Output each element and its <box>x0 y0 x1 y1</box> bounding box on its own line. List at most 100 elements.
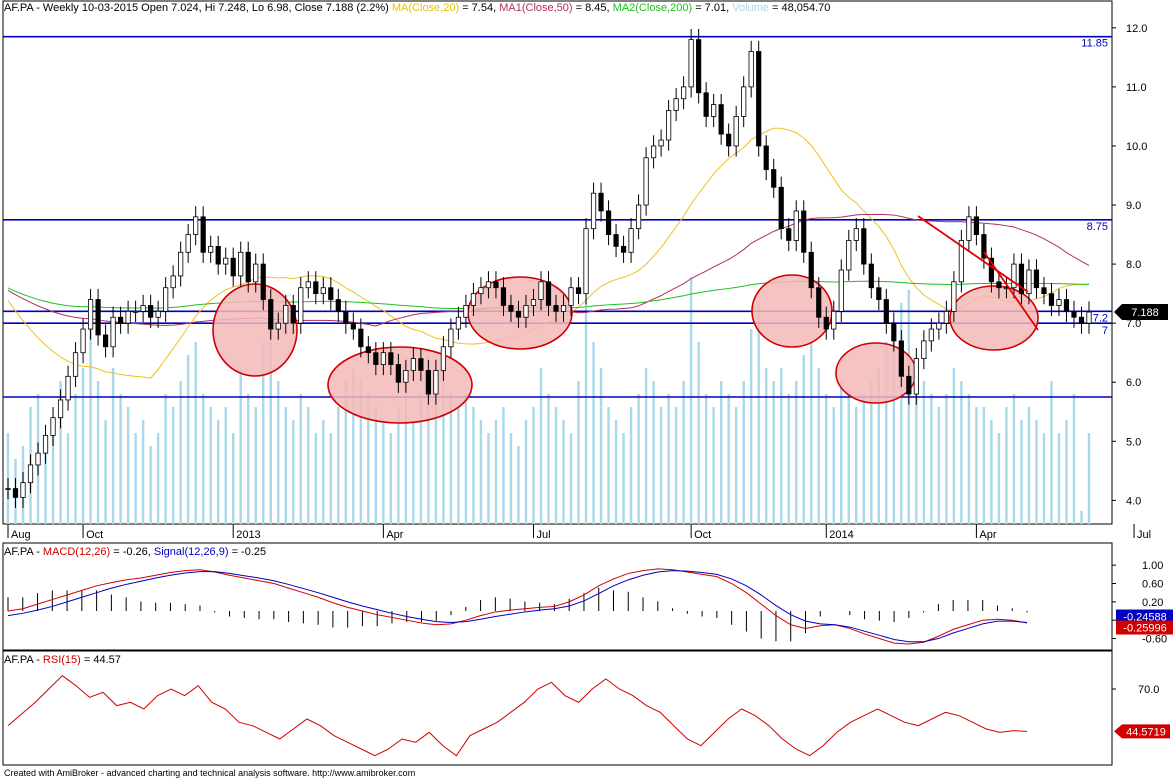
volume-bar <box>284 407 287 524</box>
volume-bar <box>1035 420 1038 524</box>
volume-bar <box>982 407 986 524</box>
volume-bar <box>930 394 933 524</box>
volume-bar <box>216 420 220 524</box>
candle-body <box>1011 263 1017 289</box>
candle-body <box>125 310 131 324</box>
x-tick-label: Jul <box>1137 529 1151 541</box>
highlight-ellipse <box>949 285 1039 351</box>
candle-body <box>560 305 567 312</box>
candle-body <box>928 328 934 342</box>
volume-bar <box>299 394 302 524</box>
candle-body <box>358 328 364 348</box>
candle-body <box>395 364 401 383</box>
candle-body <box>966 216 972 241</box>
volume-bar <box>532 407 535 524</box>
volume-bar <box>209 407 212 524</box>
volume-bar <box>171 407 175 524</box>
candle-body <box>335 299 341 312</box>
candle-body <box>208 245 214 253</box>
x-tick-label: Aug <box>11 529 31 541</box>
macd-panel-header: AF.PA - MACD(12,26) = -0.26, Signal(12,2… <box>4 546 266 559</box>
macd-panel-frame <box>2 542 1113 651</box>
trend-line <box>917 215 1029 293</box>
candle-body <box>380 352 386 365</box>
candle-body <box>260 263 266 300</box>
candle-body <box>163 287 169 312</box>
candle-body <box>921 340 927 360</box>
candle-body <box>936 322 942 330</box>
trend-line <box>983 251 1039 331</box>
candle-body <box>515 310 522 318</box>
candle-body <box>613 234 619 247</box>
volume-bar <box>847 394 850 524</box>
volume-bar <box>1050 381 1053 524</box>
volume-bar <box>787 394 790 524</box>
candle-body <box>973 216 979 235</box>
candle-body <box>320 287 326 295</box>
main-header-prefix: AF.PA - Weekly 10-03-2015 Open 7.024, Hi… <box>4 2 389 14</box>
volume-bar <box>704 394 708 524</box>
volume-bar <box>742 381 745 524</box>
volume-bar <box>397 407 400 524</box>
volume-value: = 48,054.70 <box>768 2 831 14</box>
volume-bar <box>945 394 948 524</box>
candle-body <box>463 305 469 318</box>
candle-body <box>620 245 627 253</box>
macd-signal-badge <box>1116 609 1173 624</box>
volume-bar <box>472 407 475 524</box>
rsi-y-label: 70.0 <box>1138 684 1159 696</box>
volume-bar <box>89 329 92 524</box>
macd-value: = -0.26, <box>110 546 154 558</box>
volume-bar <box>952 368 956 524</box>
candle-body <box>72 352 79 377</box>
volume-bar <box>547 394 550 524</box>
volume-bar <box>907 290 911 524</box>
candle-body <box>253 263 259 283</box>
volume-bar <box>464 394 468 524</box>
candle-body <box>1063 299 1070 312</box>
volume-bar <box>749 329 753 524</box>
candle-body <box>275 322 281 330</box>
candle-body <box>643 157 649 206</box>
candle-body <box>876 287 882 300</box>
volume-bar <box>885 342 888 524</box>
candle-body <box>1086 311 1092 324</box>
volume-bar <box>644 368 648 524</box>
candle-body <box>951 281 957 312</box>
volume-bar <box>960 381 963 524</box>
volume-bar <box>194 342 197 524</box>
candle-body <box>1026 269 1032 295</box>
volume-bar <box>487 433 490 524</box>
volume-bar <box>689 277 693 524</box>
volume-bar <box>412 420 415 524</box>
ma20-label: MA(Close,20) <box>391 2 460 14</box>
candle-body <box>801 210 807 253</box>
volume-bar <box>780 368 783 524</box>
candle-body <box>808 251 814 289</box>
candle-body <box>906 375 912 395</box>
candle-body <box>178 251 184 277</box>
candle-body <box>493 281 499 289</box>
main-panel-header: AF.PA - Weekly 10-03-2015 Open 7.024, Hi… <box>4 2 830 15</box>
volume-bar <box>1072 394 1076 524</box>
candle-body <box>883 299 889 324</box>
candle-body <box>786 228 792 241</box>
volume-bar <box>502 407 505 524</box>
volume-bar <box>697 342 700 524</box>
candle-body <box>733 116 739 147</box>
volume-bar <box>674 407 678 524</box>
candle-body <box>861 228 867 265</box>
candle-body <box>200 216 206 253</box>
candle-body <box>943 310 949 324</box>
candle-body <box>410 358 416 371</box>
volume-bar <box>367 394 370 524</box>
rsi-line <box>7 675 1028 757</box>
volume-bar <box>682 381 685 524</box>
candle-body <box>65 375 71 401</box>
volume-bar <box>719 381 723 524</box>
volume-bar <box>314 433 317 524</box>
volume-bar <box>442 381 445 524</box>
volume-bar <box>111 368 115 524</box>
candle-body <box>238 251 244 277</box>
candle-body <box>440 346 447 371</box>
